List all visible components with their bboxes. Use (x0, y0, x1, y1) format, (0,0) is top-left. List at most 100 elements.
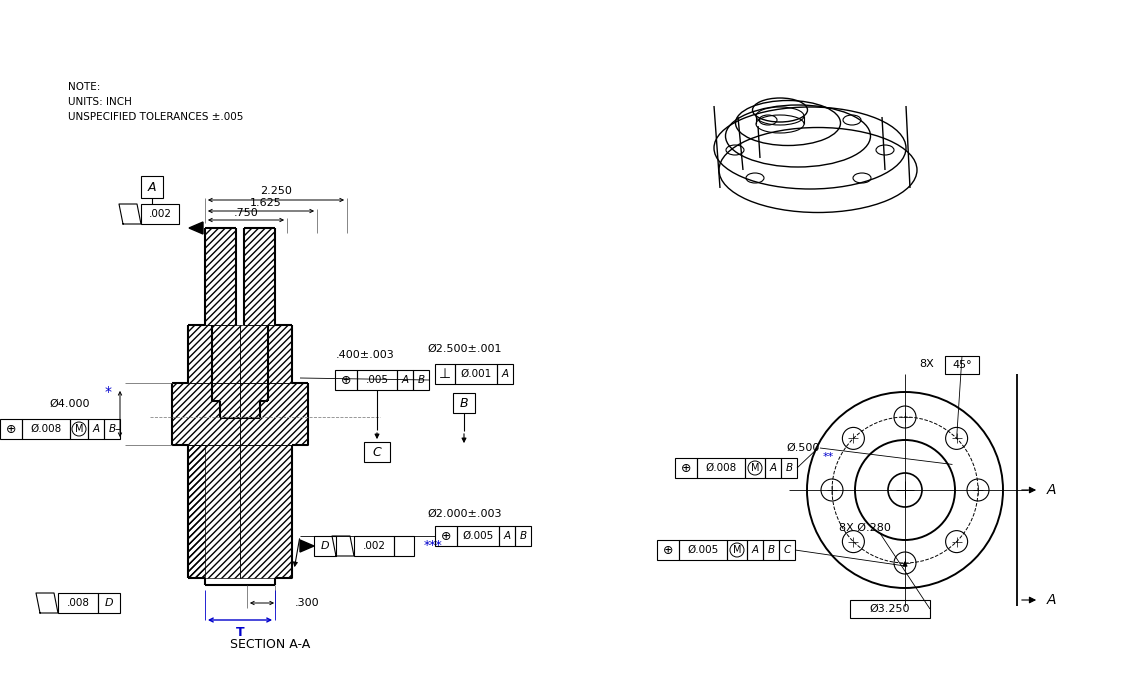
Bar (435, 526, 457, 546)
Text: Ø3.250: Ø3.250 (870, 604, 910, 614)
Text: .002: .002 (362, 541, 386, 551)
Text: 8X: 8X (919, 359, 935, 369)
Text: NOTE:
UNITS: INCH
UNSPECIFIED TOLERANCES ±.005: NOTE: UNITS: INCH UNSPECIFIED TOLERANCES… (68, 82, 243, 121)
Text: Ø4.000: Ø4.000 (50, 399, 90, 409)
Bar (141, 176, 163, 198)
Text: A: A (752, 545, 758, 555)
Text: **: ** (824, 452, 835, 462)
Text: 2.250: 2.250 (260, 186, 292, 196)
Bar (657, 540, 680, 560)
Text: ***: *** (424, 539, 443, 552)
Text: A: A (770, 463, 776, 473)
Bar (515, 526, 531, 546)
Bar (680, 540, 727, 560)
Bar (413, 370, 429, 390)
Text: A: A (147, 180, 156, 194)
Text: M: M (732, 545, 741, 555)
Text: Ø.005: Ø.005 (687, 545, 719, 555)
Bar (354, 536, 394, 556)
Text: Ø.008: Ø.008 (705, 463, 737, 473)
Text: A: A (502, 369, 508, 379)
Bar (435, 364, 454, 384)
Text: A: A (1047, 593, 1056, 607)
Text: Ø.008: Ø.008 (30, 424, 62, 434)
Polygon shape (300, 540, 314, 552)
Bar (394, 536, 414, 556)
Text: B: B (785, 463, 792, 473)
Text: B: B (520, 531, 526, 541)
Bar (70, 419, 88, 439)
Text: T: T (236, 627, 244, 639)
Text: ⊕: ⊕ (6, 423, 16, 436)
Text: D: D (321, 541, 330, 551)
Bar (497, 364, 513, 384)
Bar (188, 445, 240, 578)
Bar (763, 540, 778, 560)
Bar (58, 593, 98, 613)
Bar (364, 442, 390, 462)
Text: *: * (105, 385, 111, 399)
Text: Ø.001: Ø.001 (460, 369, 492, 379)
Bar (244, 228, 274, 325)
Bar (747, 540, 763, 560)
Bar (240, 325, 292, 383)
Text: Ø.005: Ø.005 (462, 531, 494, 541)
Text: B: B (460, 396, 468, 409)
Bar (205, 228, 236, 325)
Bar (0, 419, 22, 439)
Bar (141, 204, 179, 224)
Bar (675, 458, 698, 478)
Text: Ø2.500±.001: Ø2.500±.001 (428, 344, 502, 354)
Text: ⊕: ⊕ (441, 530, 451, 543)
Bar (745, 458, 765, 478)
Text: .008: .008 (66, 598, 90, 608)
Text: 45°: 45° (952, 360, 972, 370)
Text: Ø.500: Ø.500 (786, 443, 820, 453)
Text: A: A (402, 375, 408, 385)
Bar (457, 526, 500, 546)
Bar (500, 526, 515, 546)
Text: .300: .300 (295, 598, 319, 608)
Text: B: B (767, 545, 774, 555)
Bar (765, 458, 781, 478)
Bar (88, 419, 104, 439)
Text: 8X Ø.280: 8X Ø.280 (839, 523, 891, 533)
Bar (240, 445, 292, 578)
Bar (778, 540, 795, 560)
Bar (357, 370, 397, 390)
Bar (698, 458, 745, 478)
Bar (397, 370, 413, 390)
Text: A: A (504, 531, 511, 541)
Bar (188, 445, 205, 578)
Text: A: A (1047, 483, 1056, 497)
Bar (98, 593, 120, 613)
Text: Ø2.000±.003: Ø2.000±.003 (428, 509, 502, 519)
Text: C: C (372, 446, 381, 459)
Text: D: D (105, 598, 114, 608)
Text: B: B (417, 375, 424, 385)
Polygon shape (189, 222, 202, 234)
Text: .005: .005 (366, 375, 388, 385)
Bar (727, 540, 747, 560)
Text: .400±.003: .400±.003 (335, 350, 395, 360)
Bar (945, 356, 979, 374)
Text: ⊕: ⊕ (681, 462, 691, 475)
Text: M: M (750, 463, 759, 473)
Text: .002: .002 (148, 209, 171, 219)
Text: .750: .750 (234, 208, 259, 218)
Text: M: M (74, 424, 83, 434)
Bar (22, 419, 70, 439)
Bar (240, 383, 308, 445)
Text: ⊕: ⊕ (663, 543, 673, 557)
Text: A: A (92, 424, 100, 434)
Text: B: B (108, 424, 116, 434)
Text: 1.625: 1.625 (250, 198, 282, 208)
Bar (172, 383, 240, 445)
Text: ⊕: ⊕ (341, 373, 351, 387)
Bar (455, 364, 497, 384)
Bar (850, 600, 930, 618)
Bar (104, 419, 120, 439)
Bar (453, 393, 475, 413)
Text: C: C (783, 545, 791, 555)
Bar (188, 325, 240, 383)
